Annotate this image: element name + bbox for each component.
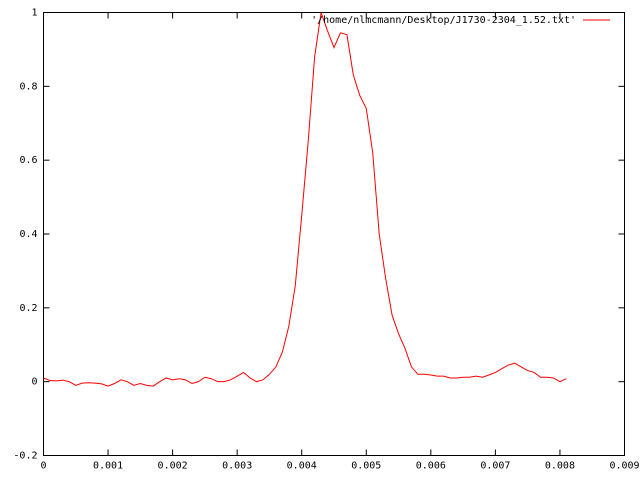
x-tick-label: 0.004 [287,461,317,472]
x-tick-label: 0 [40,461,46,472]
y-tick-label: -0.2 [13,451,37,462]
legend-label: '/home/nlmcmann/Desktop/J1730-2304_1.52.… [311,15,576,26]
x-tick-label: 0.003 [222,461,252,472]
x-tick-label: 0.009 [609,461,639,472]
y-tick-label: 0.4 [19,229,37,240]
y-tick-label: 1 [31,8,37,19]
data-line [43,12,567,387]
x-tick-label: 0.002 [158,461,188,472]
y-tick-label: 0.2 [19,303,37,314]
y-tick-label: 0 [31,377,37,388]
x-tick-label: 0.001 [93,461,123,472]
x-tick-label: 0.008 [545,461,575,472]
y-tick-label: 0.8 [19,81,37,92]
x-tick-label: 0.005 [351,461,381,472]
x-tick-label: 0.006 [416,461,446,472]
x-tick-label: 0.007 [480,461,510,472]
y-tick-label: 0.6 [19,155,37,166]
